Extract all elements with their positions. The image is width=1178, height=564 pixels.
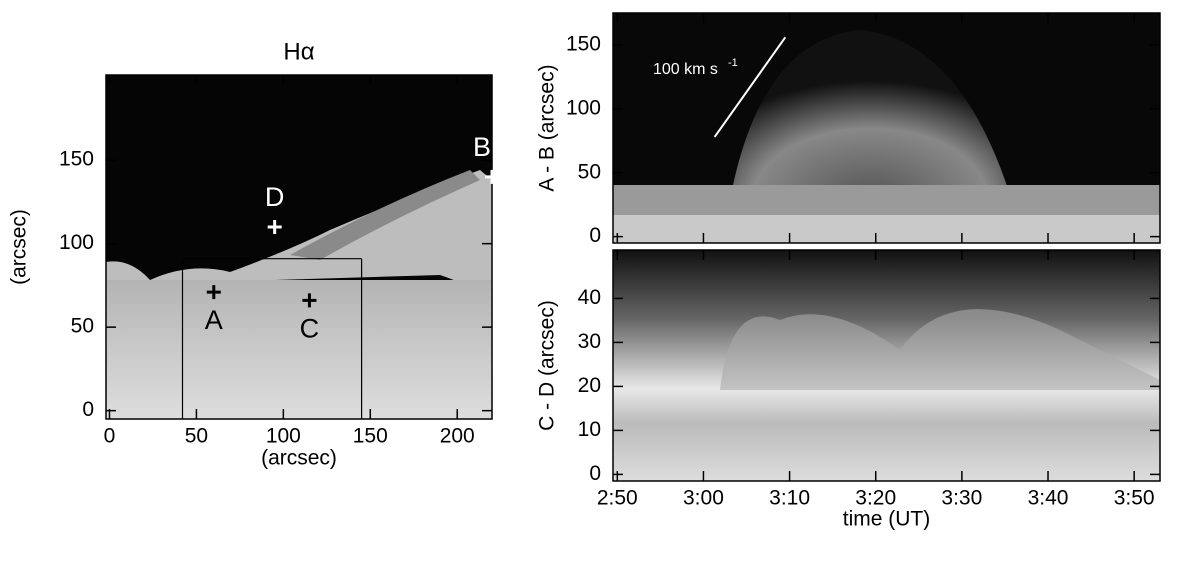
- y-tick-label: 10: [578, 418, 601, 441]
- x-tick-label: 100: [266, 425, 301, 448]
- y-tick-label: 50: [71, 315, 94, 338]
- plot-frame: [105, 74, 493, 420]
- x-tick-label: 3:40: [1028, 487, 1069, 510]
- y-tick-label: 0: [589, 462, 601, 485]
- y-axis-label: C - D (arcsec): [536, 300, 559, 431]
- image-cd: [613, 250, 1160, 481]
- x-tick-label: 200: [440, 425, 475, 448]
- marker: [485, 169, 499, 184]
- x-tick-label: 3:50: [1114, 487, 1155, 510]
- annotation-sup: -1: [728, 57, 738, 69]
- marker-label: C: [300, 314, 320, 344]
- y-tick-label: 0: [82, 398, 94, 421]
- x-tick-label: 3:20: [855, 487, 896, 510]
- plot-frame: [612, 249, 1161, 482]
- y-tick-label: 0: [589, 224, 601, 247]
- marker-label: D: [265, 182, 285, 212]
- chart-title: Hα: [283, 38, 314, 65]
- marker: [267, 219, 282, 234]
- y-axis-label: A - B (arcsec): [536, 64, 559, 191]
- y-tick-label: 50: [578, 160, 601, 183]
- image-halpha: [106, 75, 492, 419]
- x-tick-label: 2:50: [597, 487, 638, 510]
- marker-label: B: [473, 132, 491, 162]
- marker: [206, 285, 221, 300]
- y-tick-label: 40: [578, 286, 601, 309]
- y-tick-label: 20: [578, 374, 601, 397]
- x-tick-label: 3:30: [941, 487, 982, 510]
- marker: [302, 293, 317, 308]
- x-tick-label: 150: [353, 425, 388, 448]
- x-tick-label: 3:00: [683, 487, 724, 510]
- x-axis-label: (arcsec): [261, 447, 337, 470]
- x-tick-label: 0: [104, 425, 116, 448]
- y-tick-label: 100: [59, 231, 94, 254]
- y-tick-label: 30: [578, 330, 601, 353]
- annotation-line: [713, 36, 787, 138]
- marker-label: A: [205, 305, 223, 335]
- plot-frame: [612, 12, 1161, 244]
- y-axis-label: (arcsec): [8, 209, 31, 285]
- annotation: 100 km s: [653, 61, 718, 78]
- y-tick-label: 150: [59, 148, 94, 171]
- image-ab: [613, 13, 1160, 243]
- x-axis-label: time (UT): [843, 508, 931, 531]
- x-tick-label: 50: [185, 425, 208, 448]
- y-tick-label: 100: [566, 96, 601, 119]
- y-tick-label: 150: [566, 32, 601, 55]
- x-tick-label: 3:10: [769, 487, 810, 510]
